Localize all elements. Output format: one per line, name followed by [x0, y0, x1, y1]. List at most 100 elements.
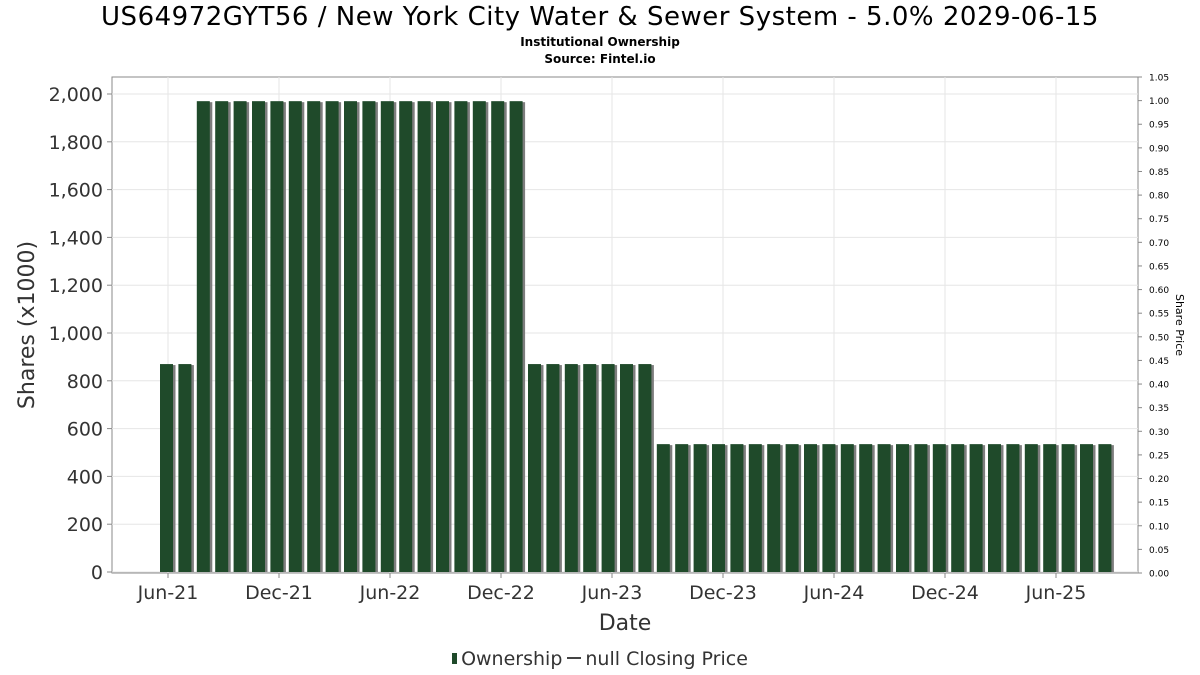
ownership-bar — [564, 364, 578, 572]
y2-tick-label: 0.00 — [1149, 570, 1169, 580]
x-tick-label: Jun-25 — [1025, 582, 1087, 604]
ownership-bar — [822, 444, 836, 572]
ownership-chart: 0 200 400 600 800 1,000 1,200 1,400 1,600 1,800 2,… — [15, 74, 1186, 637]
ownership-bar — [252, 101, 265, 573]
y2-tick-label: 0.90 — [1149, 144, 1169, 154]
chart-source: Source: Fintel.io — [544, 52, 656, 66]
ownership-bar — [951, 444, 965, 572]
ownership-bar — [325, 101, 339, 573]
ownership-bar — [362, 101, 376, 573]
ownership-bar — [288, 101, 302, 573]
x-tick-label: Dec-21 — [245, 582, 313, 604]
ownership-bar — [472, 101, 486, 573]
ownership-bar — [1024, 444, 1038, 572]
y-tick-label: 1,400 — [49, 227, 103, 249]
ownership-bar — [969, 444, 983, 572]
y2-tick-label: 0.60 — [1149, 286, 1169, 296]
y2-tick-label: 0.20 — [1149, 475, 1169, 485]
y-tick-label: 800 — [67, 371, 103, 393]
y2-tick-label: 0.85 — [1149, 168, 1169, 178]
ownership-bar — [693, 444, 707, 572]
y2-tick-label: 0.10 — [1149, 522, 1169, 532]
y2-tick-label: 1.00 — [1149, 97, 1169, 107]
y2-tick-label: 0.35 — [1149, 404, 1169, 414]
ownership-bar — [380, 101, 394, 573]
y-tick-label: 600 — [67, 419, 103, 441]
x-tick-label: Dec-23 — [689, 582, 757, 604]
chart-title: US64972GYT56 / New York City Water & Sew… — [101, 2, 1099, 32]
x-tick-label: Jun-21 — [137, 582, 199, 604]
y2-tick-label: 0.55 — [1149, 310, 1169, 320]
ownership-bar — [638, 364, 652, 572]
y2-tick-label: 0.05 — [1149, 546, 1169, 556]
ownership-bar — [546, 364, 560, 572]
ownership-bar — [730, 444, 744, 572]
ownership-bar — [712, 444, 725, 572]
y2-tick-label: 1.05 — [1149, 74, 1169, 84]
chart-subtitle: Institutional Ownership — [520, 35, 680, 49]
ownership-bar — [196, 101, 210, 573]
ownership-bar — [601, 364, 615, 572]
ownership-bar — [436, 101, 449, 573]
y-tick-label: 1,800 — [49, 132, 103, 154]
ownership-bar — [417, 101, 431, 573]
ownership-bar — [1098, 444, 1112, 572]
y2-tick-label: 0.80 — [1149, 192, 1169, 202]
y2-tick-label: 0.30 — [1149, 428, 1169, 438]
y2-axis-title: Share Price — [1173, 294, 1186, 356]
ownership-bar — [215, 101, 229, 573]
y2-tick-label: 0.50 — [1149, 333, 1169, 343]
ownership-bar — [509, 101, 523, 573]
y-axis-title: Shares (x1000) — [15, 241, 40, 409]
ownership-bar — [307, 101, 321, 573]
ownership-bar — [344, 101, 357, 573]
y2-tick-label: 0.15 — [1149, 499, 1169, 509]
y-tick-label: 200 — [67, 514, 103, 536]
y2-tick-label: 0.45 — [1149, 357, 1169, 367]
x-tick-label: Dec-22 — [467, 582, 535, 604]
ownership-bar — [233, 101, 247, 573]
ownership-bar — [1006, 444, 1020, 572]
legend-ownership-swatch — [452, 653, 458, 664]
ownership-bar — [767, 444, 781, 572]
bars-group — [160, 101, 1114, 573]
y2-tick-label: 0.70 — [1149, 239, 1169, 249]
ownership-bar — [877, 444, 891, 572]
y-tick-label: 2,000 — [49, 84, 103, 106]
ownership-bar — [988, 444, 1001, 572]
ownership-bar — [914, 444, 928, 572]
ownership-bar — [270, 101, 284, 573]
ownership-bar — [454, 101, 468, 573]
y2-tick-label: 0.65 — [1149, 262, 1169, 272]
x-tick-label: Dec-24 — [911, 582, 979, 604]
y-axis-left: 0 200 400 600 800 1,000 1,200 1,400 1,600 1,800 2,… — [49, 84, 112, 584]
x-tick-label: Jun-23 — [581, 582, 643, 604]
y2-tick-label: 0.40 — [1149, 381, 1169, 391]
ownership-bar — [1043, 444, 1057, 572]
y-tick-label: 0 — [91, 562, 103, 584]
ownership-bar — [583, 364, 597, 572]
ownership-bar — [859, 444, 873, 572]
ownership-bar — [896, 444, 909, 572]
ownership-bar — [178, 364, 192, 572]
ownership-bar — [491, 101, 505, 573]
y-tick-label: 1,200 — [49, 275, 103, 297]
x-tick-label: Jun-24 — [803, 582, 865, 604]
y-axis-right: 0.00 0.05 0.10 0.15 0.20 0.25 0.30 0.35 0.40 0.45… — [1138, 74, 1169, 580]
y2-tick-label: 0.25 — [1149, 451, 1169, 461]
ownership-bar — [656, 444, 670, 572]
ownership-bar — [840, 444, 854, 572]
y2-tick-label: 0.95 — [1149, 121, 1169, 131]
ownership-bar — [399, 101, 413, 573]
ownership-bar — [748, 444, 762, 572]
y2-tick-label: 0.75 — [1149, 215, 1169, 225]
legend-price-line — [567, 657, 582, 659]
ownership-bar — [620, 364, 633, 572]
ownership-bar — [1080, 444, 1093, 572]
ownership-bar — [932, 444, 946, 572]
ownership-bar — [675, 444, 689, 572]
x-tick-label: Jun-22 — [359, 582, 421, 604]
ownership-bar — [528, 364, 541, 572]
legend: Ownership null Closing Price — [0, 648, 1200, 670]
legend-price-label: null Closing Price — [585, 648, 748, 670]
